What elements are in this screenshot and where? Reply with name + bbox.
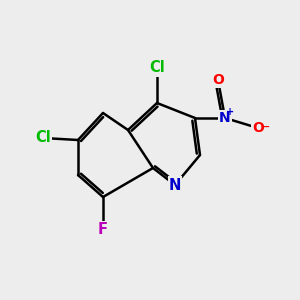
Text: Cl: Cl — [149, 61, 165, 76]
Text: +: + — [226, 107, 235, 117]
Text: Cl: Cl — [35, 130, 51, 146]
Text: N: N — [219, 111, 231, 125]
Text: O: O — [252, 121, 264, 135]
Text: N: N — [169, 178, 181, 193]
Text: O: O — [212, 73, 224, 87]
Text: F: F — [98, 223, 108, 238]
Text: −: − — [262, 122, 271, 131]
